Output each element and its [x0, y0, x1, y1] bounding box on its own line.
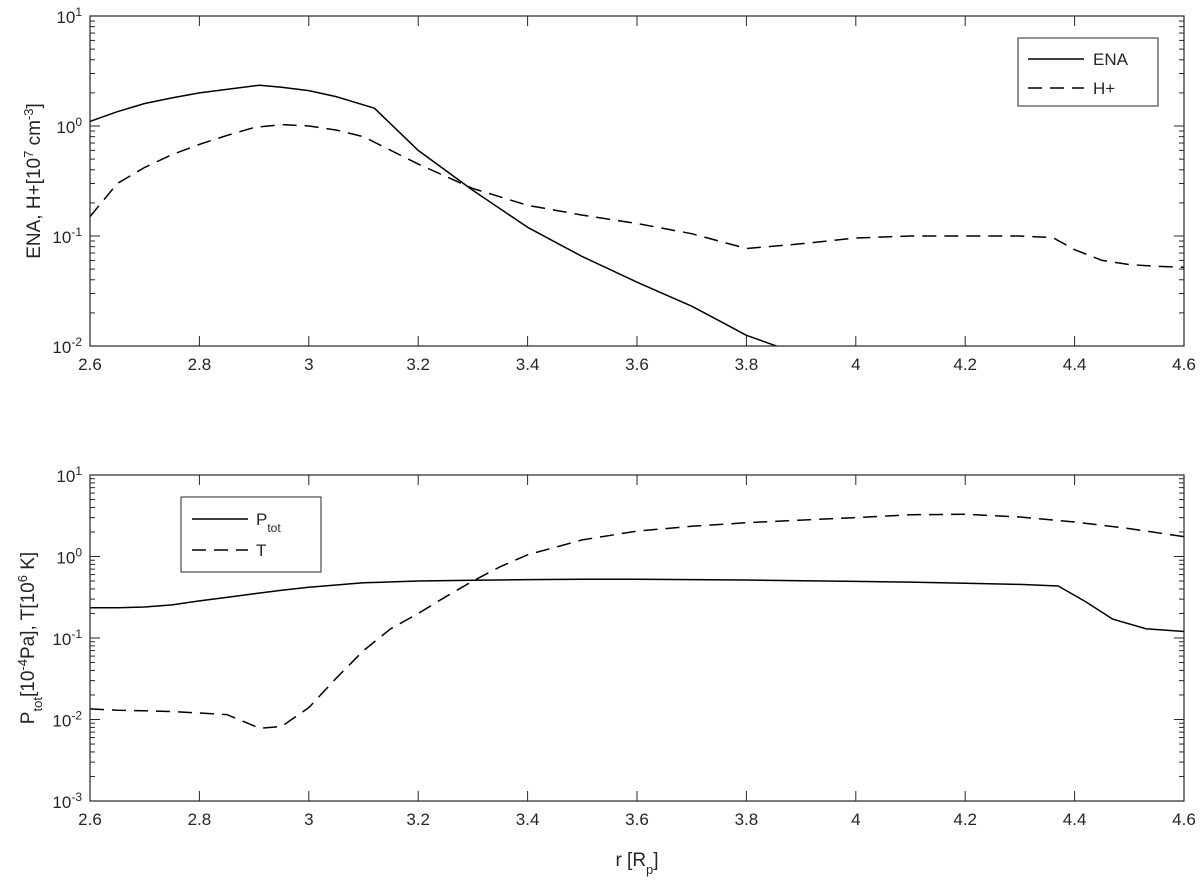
top-ticks: 2.6 2.8 3 3.2 3.4 3.6 3.8 4 4.2 4.4 4.6 10-2 10-1 100…: [52, 5, 1195, 374]
bottom-ticks: 2.6 2.8 3 3.2 3.4 3.6 3.8 4 4.2 4.4 4.6 10-3 10-2 10-…: [52, 464, 1195, 829]
top-x-tick-label: 4: [851, 355, 860, 374]
top-x-tick-label: 3: [304, 355, 313, 374]
top-x-tick-label: 3.2: [406, 355, 430, 374]
top-x-tick-label: 3.6: [625, 355, 649, 374]
bottom-x-tick-label: 3.6: [625, 810, 649, 829]
top-panel: 2.6 2.8 3 3.2 3.4 3.6 3.8 4 4.2 4.4 4.6 10-2 10-1 100…: [21, 5, 1196, 374]
bottom-series-t-line: [90, 513, 1184, 730]
bottom-x-tick-label: 3: [304, 810, 313, 829]
top-series-h--line: [90, 123, 1184, 268]
bottom-legend-box: [180, 496, 322, 573]
bottom-y-tick-label: 10-1: [52, 627, 82, 649]
bottom-y-axis-label: Ptot[10-4Pa], T[106 K]: [15, 552, 45, 724]
legend-ena-label: ENA: [1093, 50, 1129, 69]
top-legend-box: [1017, 37, 1159, 107]
bottom-x-tick-label: 3.2: [406, 810, 430, 829]
top-y-tick-label: 101: [56, 5, 82, 27]
bottom-y-tick-label: 100: [56, 546, 82, 568]
top-x-tick-label: 4.6: [1172, 355, 1196, 374]
bottom-plot-area: [90, 513, 1184, 730]
top-x-tick-label: 2.8: [188, 355, 212, 374]
legend-t-label: T: [256, 541, 266, 560]
bottom-x-tick-label: 4.4: [1063, 810, 1087, 829]
top-y-axis-label: ENA, H+[107 cm-3]: [21, 103, 46, 259]
x-axis-label: r [Rp]: [615, 850, 658, 877]
legend-ptot-label: Ptot: [256, 510, 281, 535]
legend-hplus-label: H+: [1093, 79, 1115, 98]
bottom-x-tick-label: 2.8: [188, 810, 212, 829]
bottom-x-tick-label: 4.6: [1172, 810, 1196, 829]
bottom-series-p-tot-line: [90, 578, 1184, 633]
bottom-y-tick-label: 10-2: [52, 709, 82, 731]
top-x-tick-label: 3.4: [516, 355, 540, 374]
top-series-ena-line: [90, 84, 779, 346]
bottom-y-tick-label: 10-3: [52, 790, 82, 812]
bottom-legend: Ptot T: [180, 496, 322, 573]
top-x-tick-label: 2.6: [78, 355, 102, 374]
bottom-x-tick-label: 4: [851, 810, 860, 829]
top-y-tick-label: 10-1: [52, 225, 82, 247]
top-plot-area: [90, 84, 1184, 346]
bottom-x-tick-label: 2.6: [78, 810, 102, 829]
bottom-panel: 2.6 2.8 3 3.2 3.4 3.6 3.8 4 4.2 4.4 4.6 10-3 10-2 10-…: [15, 464, 1196, 877]
top-y-tick-label: 10-2: [52, 335, 82, 357]
bottom-y-tick-label: 101: [56, 464, 82, 486]
bottom-x-tick-label: 3.4: [516, 810, 540, 829]
top-x-tick-label: 4.2: [953, 355, 977, 374]
bottom-x-tick-label: 3.8: [735, 810, 759, 829]
top-legend: ENA H+: [1017, 37, 1159, 107]
top-x-tick-label: 4.4: [1063, 355, 1087, 374]
top-y-tick-label: 100: [56, 115, 82, 137]
bottom-x-tick-label: 4.2: [953, 810, 977, 829]
top-x-tick-label: 3.8: [735, 355, 759, 374]
